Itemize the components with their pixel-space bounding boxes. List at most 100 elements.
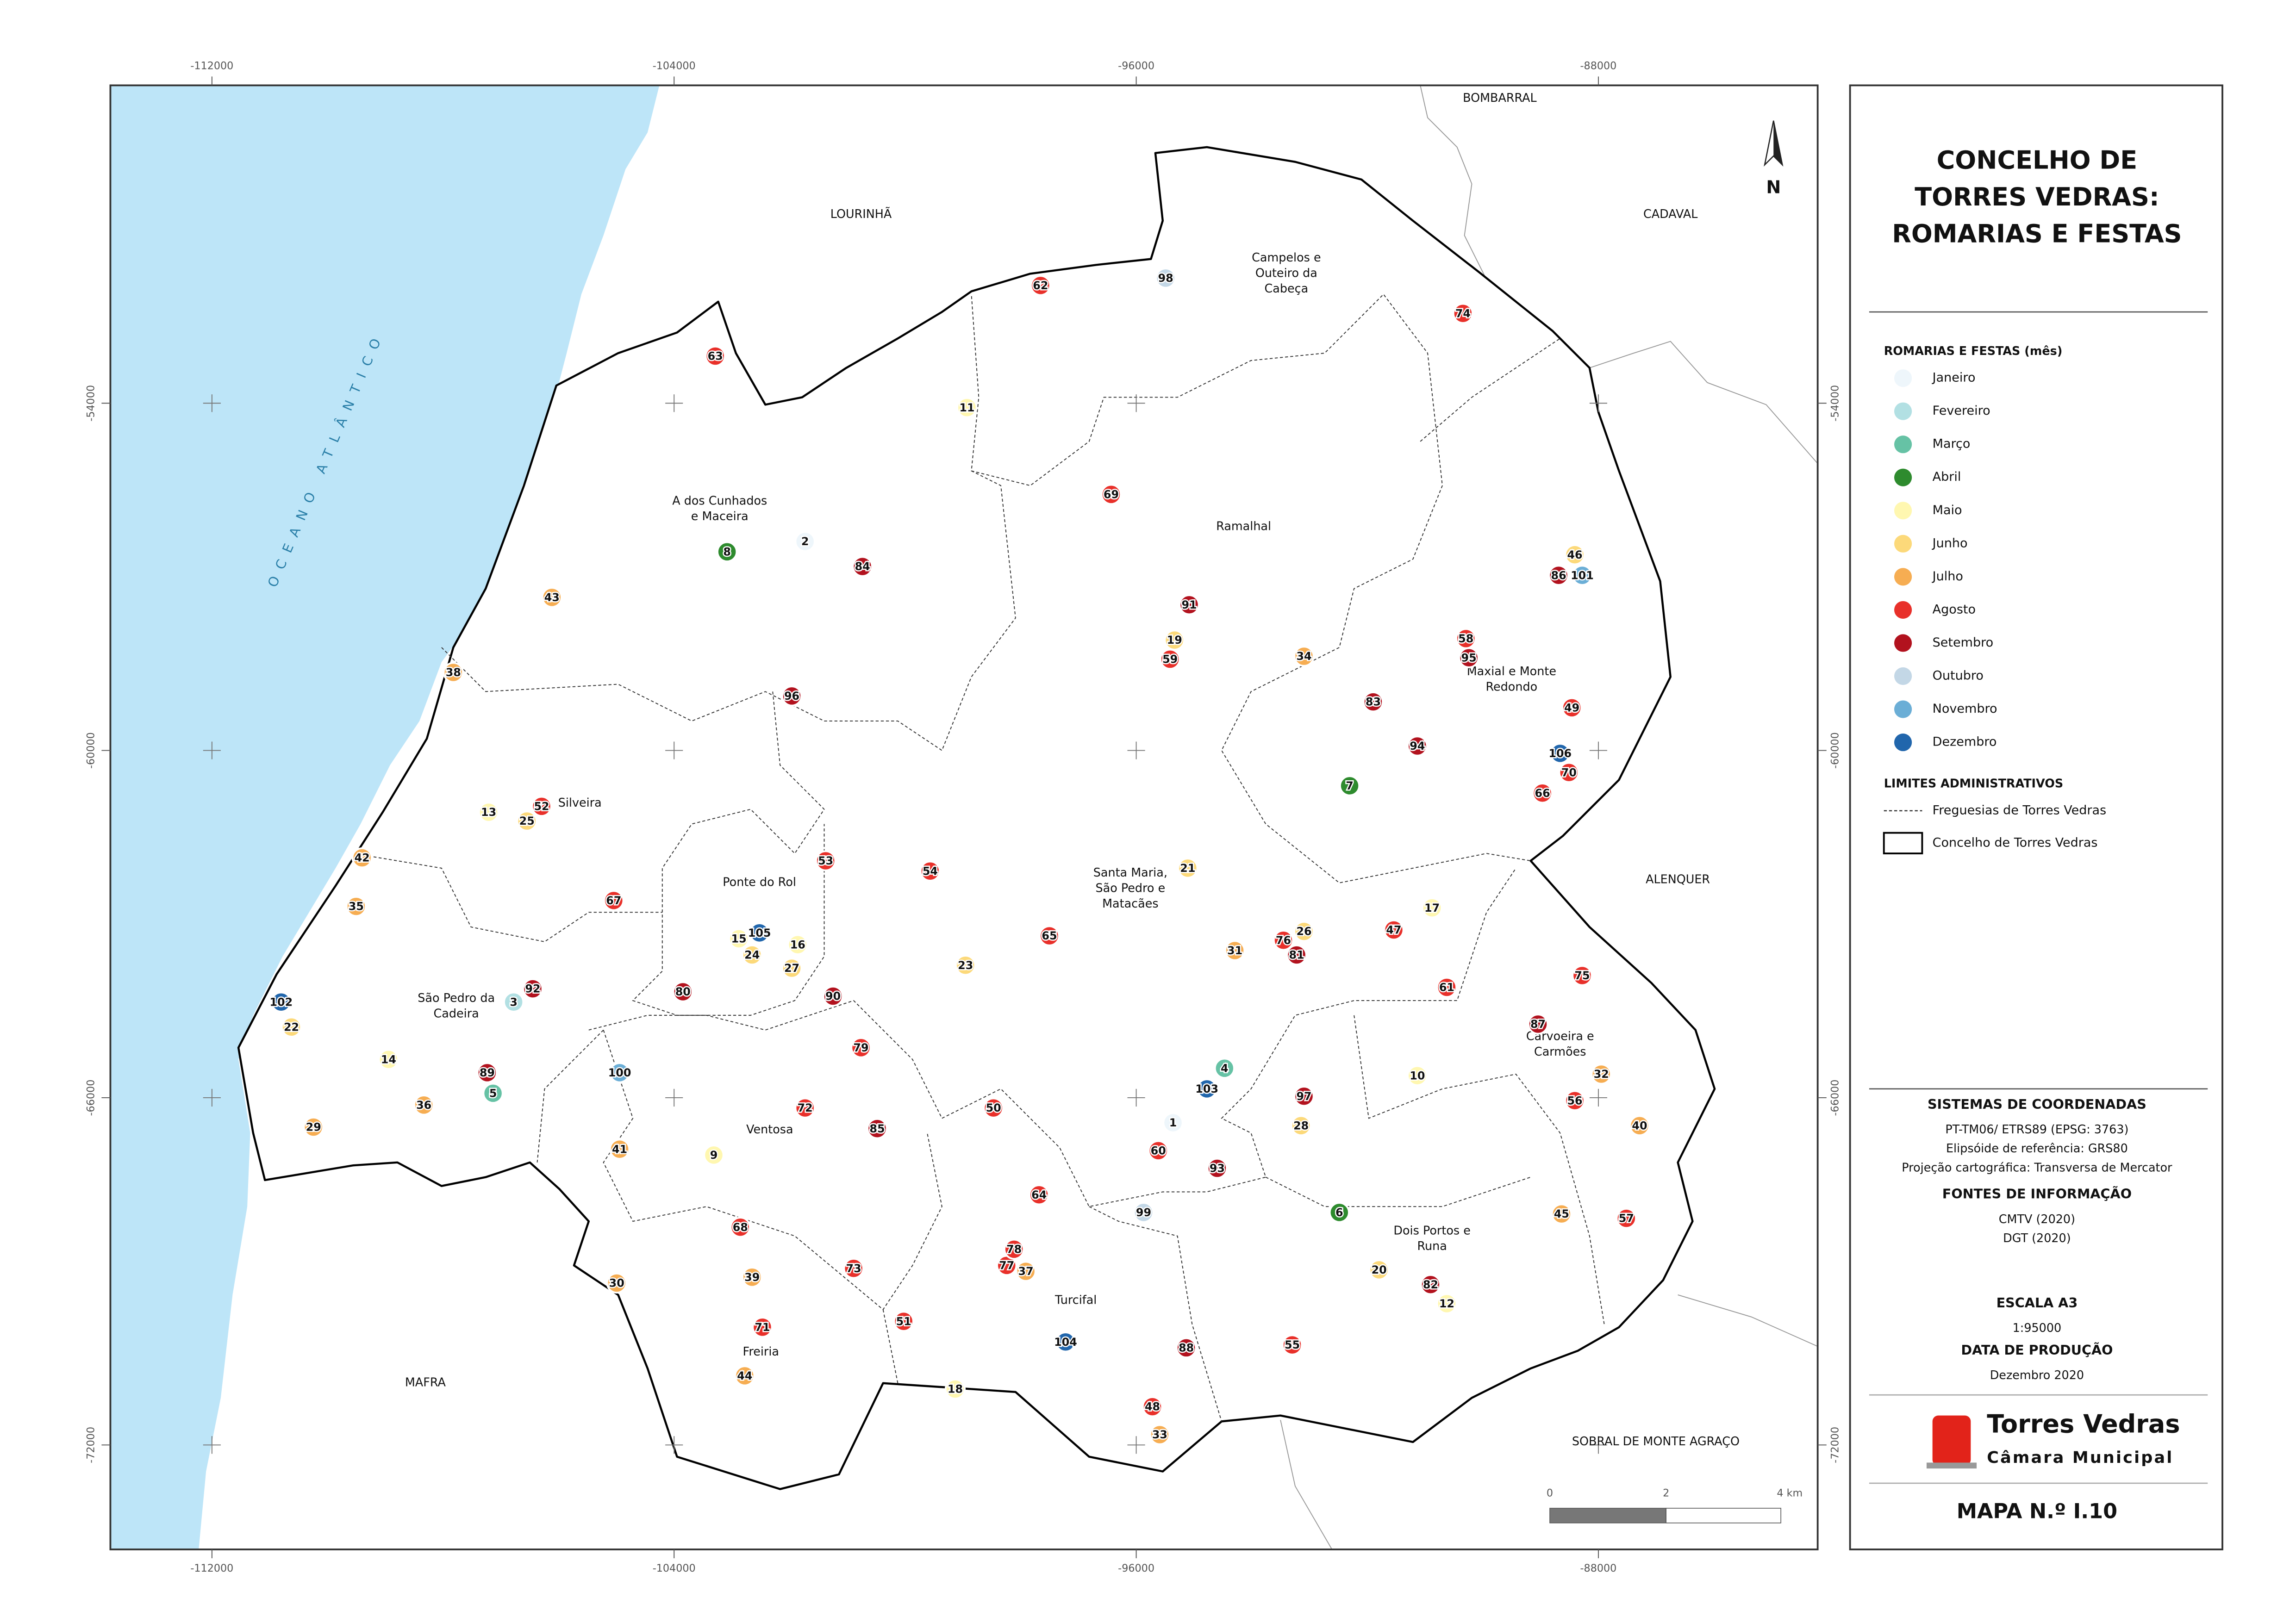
- legend-label: Novembro: [1933, 702, 1997, 716]
- event-number: 94: [1410, 740, 1425, 752]
- event-number: 27: [784, 962, 799, 975]
- legend-label: Abril: [1933, 470, 1961, 484]
- place-label-line: Ramalhal: [1216, 519, 1271, 533]
- event-marker: [672, 981, 693, 1002]
- event-marker: [1436, 1293, 1458, 1314]
- place-label-line: Outeiro da: [1255, 266, 1317, 280]
- place-label: Santa Maria, São Pedro e Matacães: [1093, 865, 1167, 910]
- event-marker: [1214, 1057, 1235, 1079]
- event-marker: [1629, 1115, 1650, 1136]
- event-number: 63: [708, 350, 723, 363]
- freguesia-boundary: [971, 293, 1531, 883]
- place-label-line: Redondo: [1486, 680, 1538, 694]
- event-number: 67: [606, 894, 621, 907]
- x-tick-label: -112000: [190, 60, 233, 72]
- event-number: 65: [1042, 929, 1057, 942]
- event-number: 64: [1031, 1188, 1047, 1201]
- legend-swatch: [1894, 402, 1912, 420]
- place-label-line: Runa: [1417, 1239, 1447, 1253]
- event-marker: [919, 860, 941, 882]
- event-marker: [281, 1016, 302, 1038]
- event-marker: [1564, 1090, 1585, 1111]
- event-number: 83: [1366, 696, 1381, 709]
- event-marker: [1458, 647, 1479, 668]
- place-label-line: Santa Maria,: [1093, 865, 1167, 879]
- legend-swatch: [1894, 733, 1912, 752]
- event-number: 12: [1439, 1297, 1454, 1310]
- event-marker: [378, 1049, 399, 1070]
- event-number: 84: [855, 560, 870, 573]
- event-number: 41: [612, 1143, 627, 1156]
- event-marker: [823, 985, 844, 1007]
- event-number: 49: [1564, 701, 1579, 714]
- event-marker: [843, 1258, 864, 1279]
- event-number: 4: [1221, 1062, 1229, 1075]
- event-marker: [1162, 1112, 1184, 1133]
- event-number: 37: [1018, 1265, 1034, 1278]
- neighbour-boundary: [1420, 85, 1487, 280]
- event-number: 101: [1571, 569, 1594, 582]
- freguesia-boundary: [537, 1029, 604, 1163]
- place-label: Campelos e Outeiro da Cabeça: [1252, 250, 1321, 295]
- event-marker: [609, 1062, 630, 1083]
- place-label-line: São Pedro da: [418, 991, 495, 1005]
- event-number: 6: [1335, 1206, 1343, 1219]
- legend-swatch: [1894, 601, 1912, 619]
- x-tick-label: -88000: [1580, 60, 1617, 72]
- event-marker: [476, 1062, 498, 1083]
- event-number: 34: [1296, 650, 1311, 663]
- event-marker: [1420, 1274, 1441, 1295]
- place-label: BOMBARRAL: [1463, 91, 1537, 105]
- event-number: 38: [446, 666, 461, 679]
- event-marker: [1177, 858, 1198, 879]
- event-number: 40: [1632, 1119, 1647, 1132]
- event-number: 85: [869, 1122, 885, 1135]
- event-marker: [893, 1311, 914, 1332]
- event-number: 5: [489, 1087, 497, 1100]
- legend-label: Janeiro: [1932, 371, 1976, 385]
- event-marker: [1133, 1202, 1154, 1223]
- freguesia-boundary: [882, 1309, 898, 1383]
- event-number: 10: [1410, 1069, 1425, 1082]
- event-marker: [531, 796, 552, 817]
- event-number: 19: [1167, 634, 1182, 647]
- y-tick-label: -54000: [85, 385, 97, 422]
- event-marker: [794, 1097, 816, 1119]
- event-marker: [1422, 897, 1443, 919]
- place-label: Ventosa: [746, 1122, 793, 1136]
- place-label: LOURINHÃ: [830, 207, 892, 221]
- logo-name: Torres Vedras: [1987, 1410, 2180, 1439]
- event-marker: [742, 1267, 763, 1288]
- place-label-line: Ventosa: [746, 1122, 793, 1136]
- scale-label: 0: [1547, 1487, 1553, 1499]
- panel-title: ROMARIAS E FESTAS: [1892, 219, 2182, 248]
- place-label: Turcifal: [1054, 1293, 1097, 1307]
- event-marker: [794, 531, 816, 552]
- event-number: 26: [1296, 925, 1311, 938]
- event-number: 9: [710, 1149, 718, 1162]
- y-tick-label: -66000: [85, 1080, 97, 1116]
- event-marker: [956, 397, 978, 418]
- event-marker: [1196, 1078, 1217, 1100]
- event-number: 77: [999, 1259, 1014, 1272]
- map-number: MAPA N.º I.10: [1957, 1500, 2117, 1524]
- event-number: 80: [675, 985, 691, 998]
- event-number: 99: [1136, 1206, 1151, 1219]
- event-number: 23: [958, 959, 973, 972]
- legend-label: Agosto: [1933, 602, 1976, 616]
- event-number: 70: [1561, 766, 1577, 779]
- event-number: 82: [1423, 1278, 1438, 1291]
- place-label-line: São Pedro e: [1095, 881, 1165, 895]
- event-marker: [1572, 965, 1593, 986]
- place-label: Ponte do Rol: [723, 875, 796, 889]
- event-number: 33: [1152, 1428, 1167, 1441]
- event-marker: [781, 958, 803, 979]
- event-marker: [541, 587, 562, 608]
- place-label-line: LOURINHÃ: [830, 207, 892, 221]
- event-number: 95: [1461, 651, 1477, 664]
- event-marker: [1055, 1331, 1076, 1353]
- event-number: 50: [986, 1101, 1001, 1114]
- event-number: 88: [1179, 1342, 1194, 1355]
- event-marker: [1039, 925, 1060, 946]
- legend-swatch: [1894, 634, 1912, 652]
